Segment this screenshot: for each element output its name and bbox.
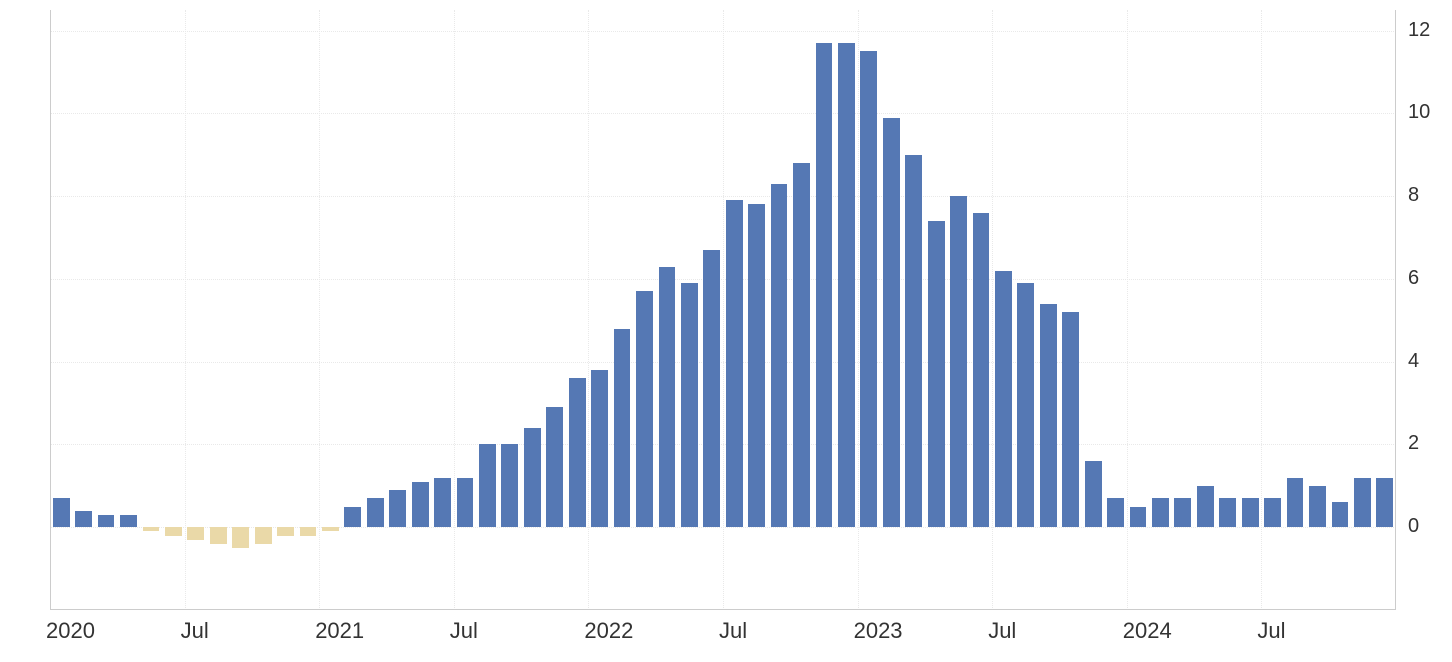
x-tick-label: 2024: [1123, 618, 1172, 644]
bar: [950, 196, 967, 527]
y-tick-label: 0: [1408, 515, 1419, 538]
bar: [75, 511, 92, 528]
bar: [412, 482, 429, 528]
bar: [1040, 304, 1057, 527]
bar: [210, 527, 227, 544]
bar: [905, 155, 922, 527]
bar: [98, 515, 115, 527]
bar: [367, 498, 384, 527]
y-tick-label: 4: [1408, 350, 1419, 373]
bar: [187, 527, 204, 539]
bar: [120, 515, 137, 527]
bar: [1062, 312, 1079, 527]
bar: [816, 43, 833, 527]
bar: [614, 329, 631, 528]
x-tick-label: Jul: [450, 618, 478, 644]
bar: [546, 407, 563, 527]
bar: [659, 267, 676, 528]
time-series-bar-chart: 0 2 4 6 8 10 12 2020 Jul 2021 Jul 2022 Jul 2023 Jul 202…: [0, 0, 1452, 662]
bar: [703, 250, 720, 527]
bar: [277, 527, 294, 535]
bar: [389, 490, 406, 527]
gridline-x: [1127, 10, 1128, 610]
bar: [928, 221, 945, 527]
bar: [1174, 498, 1191, 527]
bar: [995, 271, 1012, 528]
bar: [524, 428, 541, 527]
bar: [973, 213, 990, 527]
bar: [143, 527, 160, 531]
bar: [232, 527, 249, 548]
bar: [1354, 478, 1371, 528]
x-tick-label: Jul: [988, 618, 1016, 644]
y-tick-label: 12: [1408, 19, 1430, 42]
gridline-x: [1261, 10, 1262, 610]
bar: [1085, 461, 1102, 527]
bar: [1130, 507, 1147, 528]
x-tick-label: Jul: [1257, 618, 1285, 644]
bar: [255, 527, 272, 544]
bar: [300, 527, 317, 535]
y-tick-label: 10: [1408, 101, 1430, 124]
bar: [771, 184, 788, 527]
x-tick-label: Jul: [719, 618, 747, 644]
bar: [344, 507, 361, 528]
bar: [883, 118, 900, 528]
bar: [569, 378, 586, 527]
bar: [1376, 478, 1393, 528]
bar: [1264, 498, 1281, 527]
bar: [165, 527, 182, 535]
gridline-x: [185, 10, 186, 610]
bar: [53, 498, 70, 527]
gridline-x: [723, 10, 724, 610]
bar: [793, 163, 810, 527]
bar: [479, 444, 496, 527]
bar: [1332, 502, 1349, 527]
plot-border: [50, 10, 51, 610]
bar: [1152, 498, 1169, 527]
bar: [681, 283, 698, 527]
bar: [322, 527, 339, 531]
x-tick-label: Jul: [181, 618, 209, 644]
bar: [1287, 478, 1304, 528]
bar: [1017, 283, 1034, 527]
y-tick-label: 2: [1408, 432, 1419, 455]
gridline-x: [992, 10, 993, 610]
bar: [501, 444, 518, 527]
x-tick-label: 2022: [584, 618, 633, 644]
plot-border: [50, 609, 1396, 610]
plot-border: [1395, 10, 1396, 610]
bar: [636, 291, 653, 527]
x-tick-label: 2020: [46, 618, 95, 644]
gridline-x: [454, 10, 455, 610]
plot-area: 0246810122020Jul2021Jul2022Jul2023Jul202…: [50, 10, 1396, 610]
bar: [1197, 486, 1214, 527]
bar: [1219, 498, 1236, 527]
x-tick-label: 2023: [854, 618, 903, 644]
bar: [1107, 498, 1124, 527]
bar: [1309, 486, 1326, 527]
bar: [838, 43, 855, 527]
gridline-x: [588, 10, 589, 610]
bar: [1242, 498, 1259, 527]
bar: [591, 370, 608, 527]
bar: [457, 478, 474, 528]
bar: [748, 204, 765, 527]
bar: [434, 478, 451, 528]
gridline-x: [319, 10, 320, 610]
y-tick-label: 8: [1408, 184, 1419, 207]
x-tick-label: 2021: [315, 618, 364, 644]
y-tick-label: 6: [1408, 267, 1419, 290]
gridline-x: [858, 10, 859, 610]
bar: [860, 51, 877, 527]
bar: [726, 200, 743, 527]
